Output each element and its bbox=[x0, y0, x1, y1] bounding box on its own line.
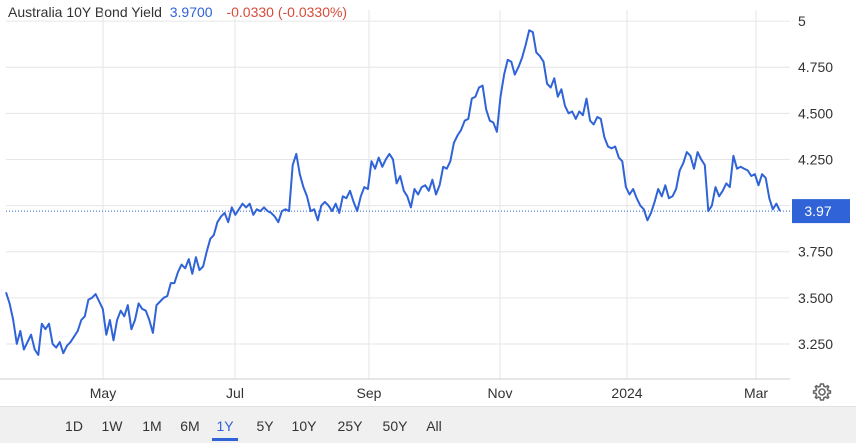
y-tick-label: 3.250 bbox=[798, 336, 833, 352]
x-tick-label: Sep bbox=[357, 385, 382, 401]
range-button-25y[interactable]: 25Y bbox=[337, 418, 363, 434]
y-tick-label: 4.250 bbox=[798, 151, 833, 167]
series-line bbox=[5, 29, 781, 356]
y-tick-label: 4.750 bbox=[798, 59, 833, 75]
x-tick-label: Nov bbox=[488, 385, 513, 401]
range-selector: 1D 1W 1M 6M 1Y 5Y 10Y 25Y 50Y All bbox=[0, 406, 856, 443]
range-button-50y[interactable]: 50Y bbox=[382, 418, 408, 434]
x-tick-label: Jul bbox=[226, 385, 244, 401]
gear-icon[interactable] bbox=[811, 381, 833, 403]
current-price: 3.9700 bbox=[169, 4, 213, 20]
x-tick-label: 2024 bbox=[611, 385, 642, 401]
instrument-title: Australia 10Y Bond Yield bbox=[8, 4, 162, 20]
range-button-all[interactable]: All bbox=[426, 418, 442, 434]
range-button-1y[interactable]: 1Y bbox=[212, 415, 238, 441]
chart-header: Australia 10Y Bond Yield 3.9700 -0.0330 … bbox=[8, 4, 351, 24]
range-button-5y[interactable]: 5Y bbox=[256, 418, 274, 434]
last-value-badge bbox=[792, 199, 850, 224]
range-button-1d[interactable]: 1D bbox=[65, 418, 83, 434]
line-chart[interactable]: 3.250 3.500 3.750 4.250 4.500 4.750 5 May Jul Sep… bbox=[0, 0, 856, 406]
last-value-label: 3.97 bbox=[804, 203, 831, 219]
x-tick-label: Mar bbox=[744, 385, 768, 401]
y-tick-label: 3.500 bbox=[798, 290, 833, 306]
range-button-1w[interactable]: 1W bbox=[101, 418, 123, 434]
y-tick-label: 5 bbox=[798, 13, 806, 29]
range-button-1m[interactable]: 1M bbox=[142, 418, 162, 434]
y-tick-label: 3.750 bbox=[798, 244, 833, 260]
range-button-10y[interactable]: 10Y bbox=[291, 418, 317, 434]
y-tick-label: 4.500 bbox=[798, 105, 833, 121]
price-change: -0.0330 (-0.0330%) bbox=[226, 4, 348, 20]
range-button-6m[interactable]: 6M bbox=[180, 418, 200, 434]
x-tick-label: May bbox=[90, 385, 116, 401]
